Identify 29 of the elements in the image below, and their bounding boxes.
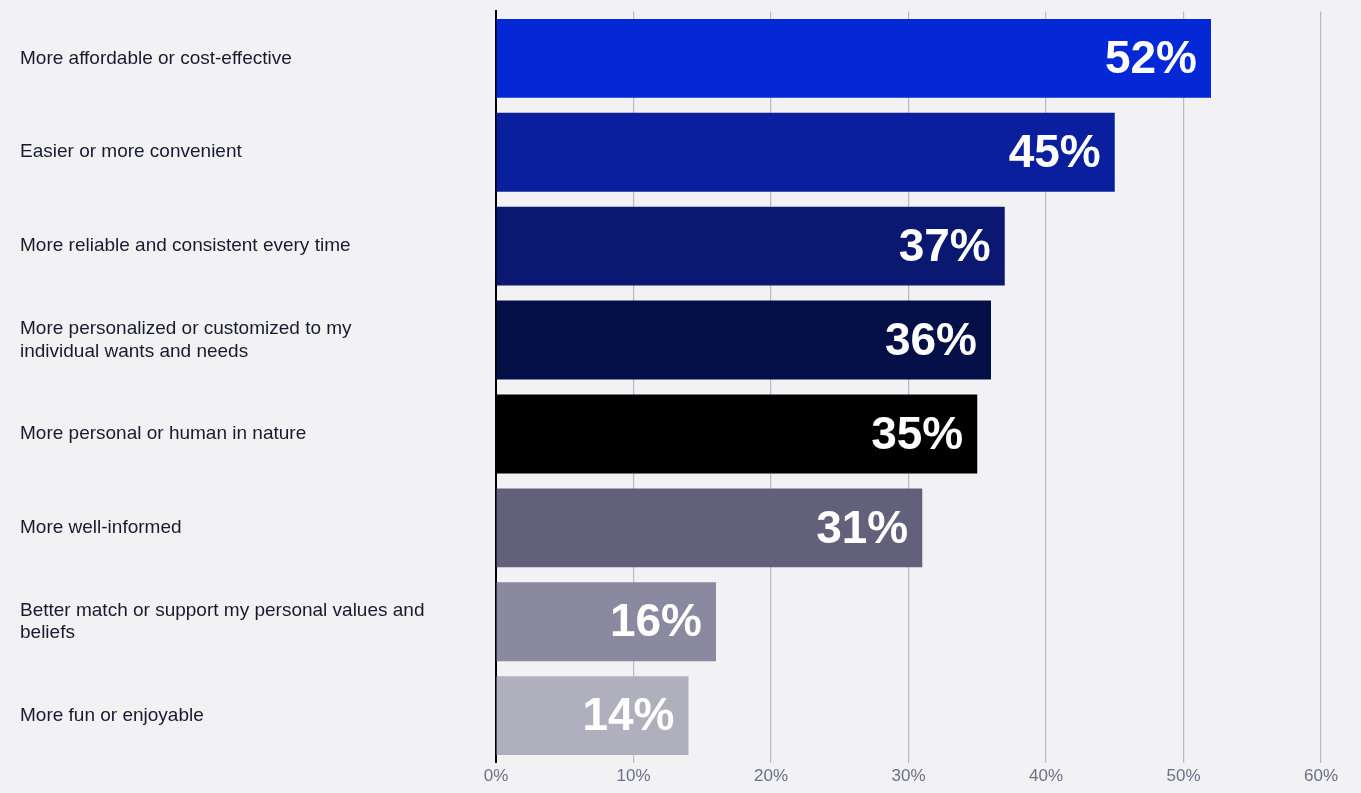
bar xyxy=(496,300,991,380)
x-tick-label: 0% xyxy=(483,766,509,786)
data-label: 35% xyxy=(871,406,964,459)
bar xyxy=(496,112,1115,192)
x-tick-label: 30% xyxy=(891,766,926,786)
y-tick-label: More personalized or customized to my individual wants and needs xyxy=(20,316,353,361)
data-label: 36% xyxy=(884,312,977,365)
data-label: 45% xyxy=(1008,124,1101,177)
y-tick-label: More reliable and consistent every time xyxy=(20,234,351,256)
x-tick-label: 40% xyxy=(1028,766,1064,786)
data-label: 16% xyxy=(609,594,702,647)
y-tick-label: Easier or more convenient xyxy=(20,140,243,162)
data-label: 37% xyxy=(898,218,991,271)
data-label: 14% xyxy=(582,688,675,741)
y-tick-label: Better match or support my personal values and beliefs xyxy=(20,598,425,643)
x-tick-label: 20% xyxy=(753,766,789,786)
bar xyxy=(496,206,1005,286)
bar xyxy=(496,18,1211,98)
y-tick-label: More personal or human in nature xyxy=(20,422,307,444)
x-tick-label: 60% xyxy=(1303,766,1339,786)
y-tick-label: More well-informed xyxy=(20,516,182,538)
bar xyxy=(496,582,716,662)
x-tick-label: 50% xyxy=(1166,766,1201,786)
bar xyxy=(496,488,923,568)
x-tick-label: 10% xyxy=(616,766,651,786)
data-label: 31% xyxy=(816,500,909,553)
y-tick-label: More affordable or cost-effective xyxy=(20,46,292,68)
data-label: 52% xyxy=(1104,31,1197,84)
y-tick-label: More fun or enjoyable xyxy=(20,703,204,725)
